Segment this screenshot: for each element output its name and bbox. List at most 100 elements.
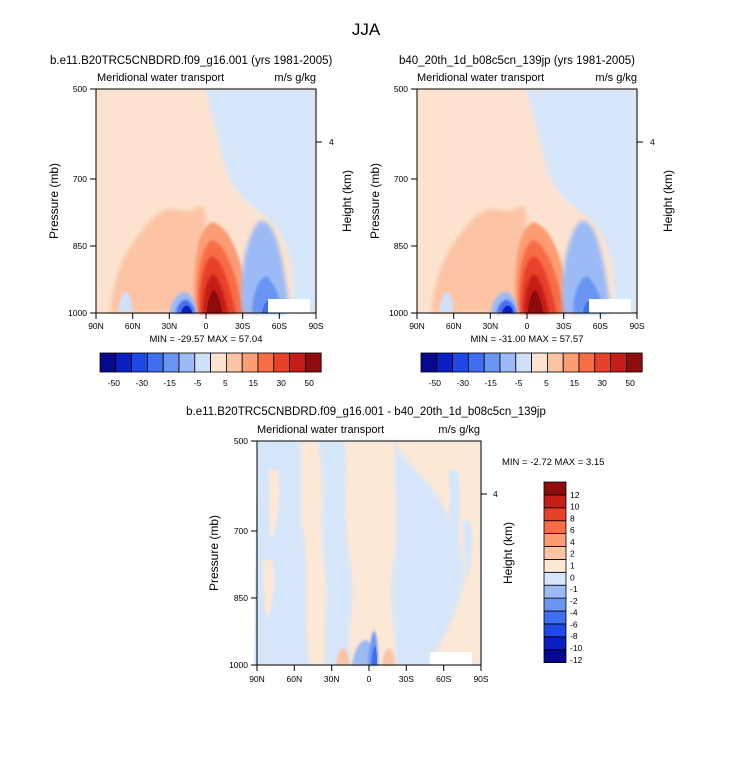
- panel-left-y-axis: 500 700 850 1000 Pressure (mb): [47, 84, 96, 318]
- colorbar-swatch: [146, 352, 164, 373]
- colorbar-swatch: [131, 352, 148, 373]
- y-tick-label: 500: [234, 436, 248, 446]
- colorbar-swatch: [543, 636, 567, 651]
- panel-diff-field: [254, 440, 482, 666]
- colorbar-right: [420, 352, 643, 373]
- x-tick-label: 30N: [324, 674, 340, 684]
- right-tick-label: 4: [650, 137, 655, 147]
- panel-right-left-string: Meridional water transport: [417, 72, 544, 84]
- y-tick-label: 500: [394, 84, 408, 94]
- colorbar-swatch: [543, 623, 567, 638]
- colorbar-swatch: [543, 533, 567, 547]
- panel-right-units: m/s g/kg: [595, 72, 637, 84]
- colorbar-swatch: [225, 352, 243, 373]
- colorbar-swatch: [547, 352, 564, 373]
- colorbar-label: 50: [304, 378, 314, 388]
- y-tick-label: 500: [73, 84, 87, 94]
- colorbar-label: -2: [570, 596, 578, 606]
- colorbar-swatch: [99, 352, 117, 373]
- panel-left: b.e11.B20TRC5CNBDRD.f09_g16.001 (yrs 198…: [47, 55, 354, 388]
- colorbar-label: -50: [429, 378, 442, 388]
- y-tick-label: 850: [394, 241, 408, 251]
- colorbar-left-labels: -50 -30 -15 -5 5 15 30 50: [108, 378, 314, 388]
- colorbar-swatch: [543, 546, 567, 560]
- colorbar-swatch: [543, 494, 567, 509]
- panel-left-field: [95, 88, 317, 314]
- panel-left-units: m/s g/kg: [274, 72, 316, 84]
- x-tick-label: 60N: [446, 321, 462, 331]
- panel-diff-left-string: Meridional water transport: [257, 424, 384, 436]
- y-tick-label: 1000: [229, 660, 248, 670]
- right-tick-label: 4: [493, 489, 498, 499]
- panel-right: b40_20th_1d_b08c5cn_139jp (yrs 1981-2005…: [368, 55, 675, 388]
- right-axis-label: Height (km): [661, 170, 675, 232]
- y-axis-label: Pressure (mb): [47, 163, 61, 239]
- x-tick-label: 30S: [399, 674, 414, 684]
- panel-right-title: b40_20th_1d_b08c5cn_139jp (yrs 1981-2005…: [399, 55, 635, 67]
- colorbar-swatch: [543, 597, 567, 612]
- colorbar-label: -50: [108, 378, 121, 388]
- right-axis-label: Height (km): [340, 170, 354, 232]
- colorbar-swatch: [543, 649, 567, 664]
- x-tick-label: 90N: [249, 674, 265, 684]
- colorbar-label: -12: [570, 655, 583, 665]
- colorbar-swatch: [543, 481, 567, 496]
- colorbar-label: -1: [570, 584, 578, 594]
- page-title: JJA: [352, 20, 381, 39]
- x-tick-label: 90N: [409, 321, 425, 331]
- colorbar-label: -10: [570, 643, 583, 653]
- colorbar-swatch: [531, 352, 548, 373]
- colorbar-right-labels: -50 -30 -15 -5 5 15 30 50: [429, 378, 635, 388]
- colorbar-swatch: [499, 352, 517, 373]
- colorbar-label: -5: [194, 378, 202, 388]
- colorbar-label: 10: [570, 502, 580, 512]
- y-tick-label: 850: [234, 593, 248, 603]
- colorbar-swatch: [543, 520, 567, 535]
- colorbar-swatch: [194, 352, 212, 373]
- colorbar-swatch: [452, 352, 469, 373]
- colorbar-label: 15: [570, 378, 580, 388]
- colorbar-label: 8: [570, 513, 575, 523]
- y-axis-label: Pressure (mb): [368, 163, 382, 239]
- colorbar-label: 12: [570, 490, 580, 500]
- colorbar-swatch: [289, 352, 306, 373]
- colorbar-swatch: [594, 352, 611, 373]
- panel-diff-title: b.e11.B20TRC5CNBDRD.f09_g16.001 - b40_20…: [186, 406, 546, 418]
- y-axis-label: Pressure (mb): [207, 515, 221, 591]
- colorbar-swatch: [210, 352, 227, 373]
- colorbar-swatch: [515, 352, 532, 373]
- colorbar-label: 2: [570, 549, 575, 559]
- panel-diff: b.e11.B20TRC5CNBDRD.f09_g16.001 - b40_20…: [186, 406, 604, 684]
- colorbar-swatch: [543, 584, 567, 599]
- colorbar-label: 30: [276, 378, 286, 388]
- y-tick-label: 700: [394, 174, 408, 184]
- colorbar-swatch: [273, 352, 290, 373]
- colorbar-swatch: [626, 352, 643, 373]
- colorbar-swatch: [562, 352, 580, 373]
- colorbar-swatch: [610, 352, 627, 373]
- min-max-label: MIN = -29.57 MAX = 57.04: [149, 334, 262, 345]
- colorbar-label: -8: [570, 631, 578, 641]
- panel-right-y-axis-right: 4 Height (km): [637, 137, 675, 232]
- panel-diff-units: m/s g/kg: [438, 424, 480, 436]
- colorbar-swatch: [304, 352, 322, 373]
- colorbar-label: -30: [457, 378, 470, 388]
- y-tick-label: 1000: [389, 308, 408, 318]
- colorbar-swatch: [178, 352, 196, 373]
- panel-left-y-axis-right: 4 Height (km): [316, 137, 354, 232]
- x-tick-label: 90S: [473, 674, 488, 684]
- panel-right-field: [416, 88, 638, 314]
- colorbar-diff: [543, 481, 567, 664]
- panel-left-x-axis: 90N 60N 30N 0 30S 60S 90S: [88, 313, 324, 331]
- colorbar-label: -30: [136, 378, 149, 388]
- x-tick-label: 0: [525, 321, 530, 331]
- colorbar-swatch: [543, 610, 567, 625]
- right-tick-label: 4: [329, 137, 334, 147]
- colorbar-label: 6: [570, 525, 575, 535]
- colorbar-label: 30: [597, 378, 607, 388]
- colorbar-swatch: [420, 352, 438, 373]
- colorbar-swatch: [436, 352, 453, 373]
- colorbar-label: -4: [570, 608, 578, 618]
- x-tick-label: 60S: [593, 321, 608, 331]
- y-tick-label: 1000: [68, 308, 87, 318]
